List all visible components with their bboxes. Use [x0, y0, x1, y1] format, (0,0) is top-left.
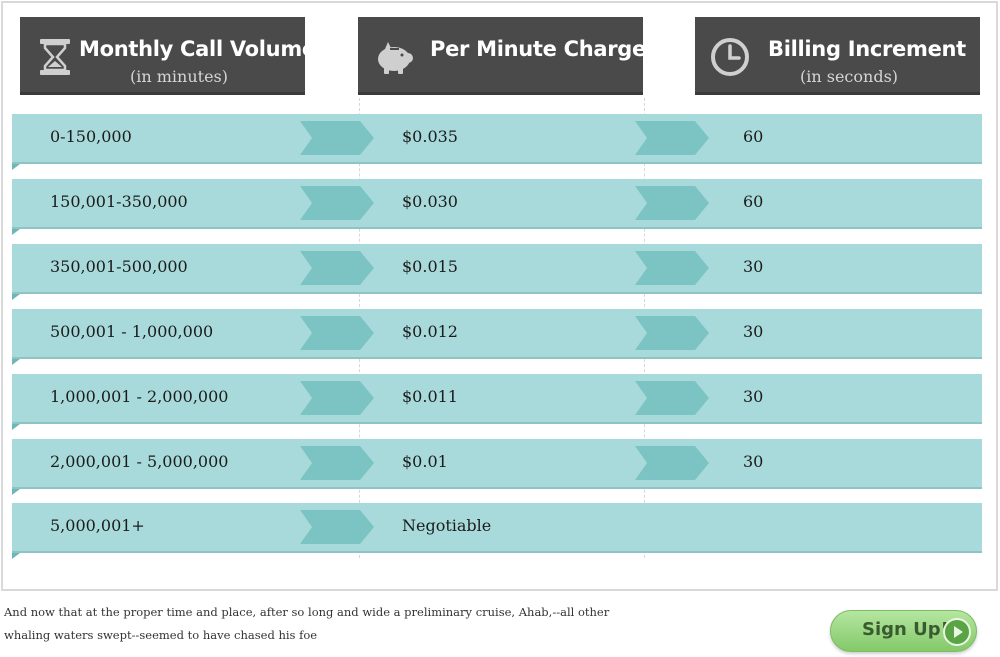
increment-cell: 30 — [743, 452, 764, 471]
header-billing-increment: Billing Increment (in seconds) — [695, 17, 980, 95]
header-subtitle: (in minutes) — [130, 67, 228, 86]
charge-cell: Negotiable — [402, 516, 492, 535]
volume-cell: 2,000,001 - 5,000,000 — [50, 452, 229, 471]
volume-cell: 0-150,000 — [50, 127, 132, 146]
chevron-arrow-icon — [300, 316, 374, 350]
chevron-arrow-icon — [300, 121, 374, 155]
chevron-arrow-icon — [300, 510, 374, 544]
chevron-arrow-icon — [300, 186, 374, 220]
play-icon — [943, 618, 971, 646]
volume-cell: 500,001 - 1,000,000 — [50, 322, 214, 341]
piggy-bank-icon — [378, 42, 413, 74]
increment-cell: 60 — [743, 192, 764, 211]
clock-icon — [711, 38, 749, 76]
footer-line: And now that at the proper time and plac… — [4, 605, 610, 619]
charge-cell: $0.035 — [402, 127, 458, 146]
header-title: Per Minute Charge — [430, 37, 646, 61]
table-row: 350,001-500,000 $0.015 30 — [12, 244, 982, 300]
chevron-arrow-icon — [635, 446, 709, 480]
chevron-arrow-icon — [635, 381, 709, 415]
sign-up-button[interactable]: Sign Up! — [830, 610, 977, 652]
ribbon-fold — [12, 294, 20, 300]
table-row: 500,001 - 1,000,000 $0.012 30 — [12, 309, 982, 365]
ribbon-fold — [12, 359, 20, 365]
charge-cell: $0.030 — [402, 192, 458, 211]
increment-cell: 60 — [743, 127, 764, 146]
increment-cell: 30 — [743, 387, 764, 406]
pricing-table-frame — [1, 1, 998, 591]
chevron-arrow-icon — [635, 316, 709, 350]
ribbon-fold — [12, 424, 20, 430]
chevron-arrow-icon — [635, 251, 709, 285]
charge-cell: $0.011 — [402, 387, 458, 406]
chevron-arrow-icon — [635, 186, 709, 220]
hourglass-icon — [40, 39, 70, 75]
ribbon-fold — [12, 553, 20, 559]
chevron-arrow-icon — [300, 381, 374, 415]
chevron-arrow-icon — [300, 446, 374, 480]
increment-cell: 30 — [743, 322, 764, 341]
volume-cell: 1,000,001 - 2,000,000 — [50, 387, 229, 406]
header-monthly-call-volume: Monthly Call Volume (in minutes) — [20, 17, 316, 95]
ribbon-fold — [12, 229, 20, 235]
table-row: 2,000,001 - 5,000,000 $0.01 30 — [12, 439, 982, 495]
sign-up-label: Sign Up! — [862, 619, 949, 640]
ribbon-fold — [12, 164, 20, 170]
ribbon-fold — [12, 489, 20, 495]
header-subtitle: (in seconds) — [800, 67, 899, 86]
increment-cell: 30 — [743, 257, 764, 276]
footer-text: And now that at the proper time and plac… — [4, 601, 644, 647]
volume-cell: 5,000,001+ — [50, 516, 145, 535]
table-row: 0-150,000 $0.035 60 — [12, 114, 982, 170]
chevron-arrow-icon — [300, 251, 374, 285]
volume-cell: 150,001-350,000 — [50, 192, 188, 211]
volume-cell: 350,001-500,000 — [50, 257, 188, 276]
charge-cell: $0.015 — [402, 257, 458, 276]
header-title: Monthly Call Volume — [79, 37, 316, 61]
table-row: 1,000,001 - 2,000,000 $0.011 30 — [12, 374, 982, 430]
header-title: Billing Increment — [768, 37, 966, 61]
charge-cell: $0.012 — [402, 322, 458, 341]
charge-cell: $0.01 — [402, 452, 448, 471]
header-per-minute-charge: Per Minute Charge — [358, 17, 646, 95]
footer-line: whaling waters swept--seemed to have cha… — [4, 628, 318, 642]
table-row: 5,000,001+ Negotiable — [12, 503, 982, 559]
chevron-arrow-icon — [635, 121, 709, 155]
table-row: 150,001-350,000 $0.030 60 — [12, 179, 982, 235]
